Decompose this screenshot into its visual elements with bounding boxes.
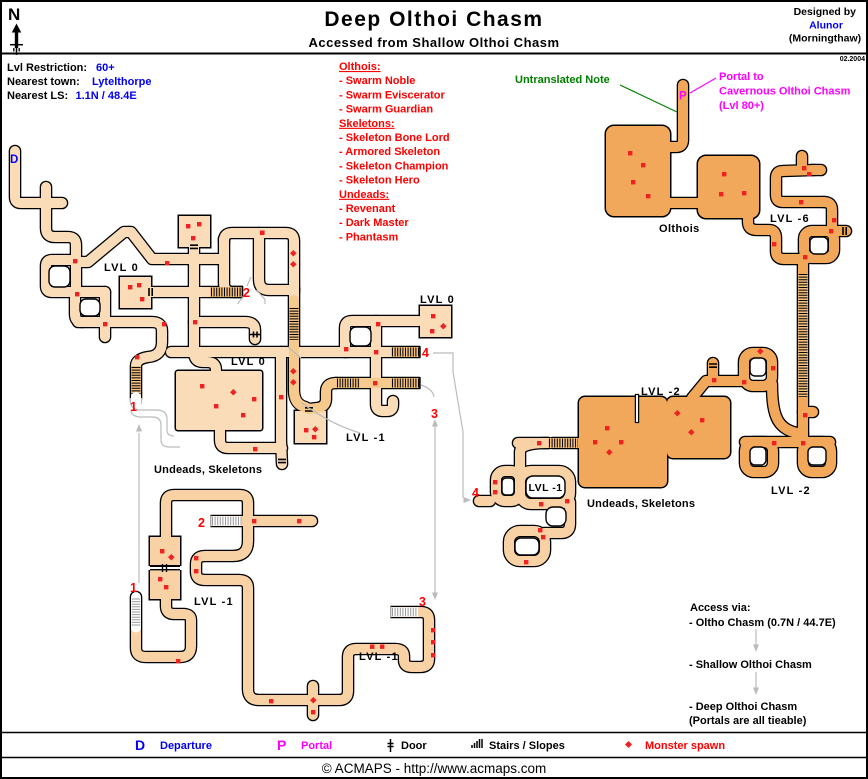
svg-text:D: D — [135, 737, 145, 753]
svg-text:Portal to: Portal to — [719, 71, 764, 83]
svg-text:Skeletons:: Skeletons: — [339, 118, 395, 130]
svg-text:1: 1 — [130, 581, 137, 595]
svg-text:2: 2 — [243, 286, 250, 300]
svg-text:Olthois:: Olthois: — [339, 61, 381, 73]
svg-text:(Portals are all tieable): (Portals are all tieable) — [689, 715, 807, 727]
svg-text:2: 2 — [198, 516, 205, 530]
svg-text:4: 4 — [472, 486, 479, 500]
svg-text:3: 3 — [431, 407, 438, 421]
svg-text:N: N — [8, 5, 20, 24]
svg-text:- Armored Skeleton: - Armored Skeleton — [339, 146, 440, 158]
svg-text:Undeads, Skeletons: Undeads, Skeletons — [154, 464, 262, 476]
svg-text:Alunor: Alunor — [809, 20, 843, 32]
svg-text:Monster spawn: Monster spawn — [645, 740, 725, 752]
svg-text:Cavernous Olthoi Chasm: Cavernous Olthoi Chasm — [719, 86, 851, 98]
svg-text:- Skeleton Champion: - Skeleton Champion — [339, 160, 449, 172]
svg-text:LVL -2: LVL -2 — [641, 386, 681, 398]
svg-text:LVL -2: LVL -2 — [771, 485, 811, 497]
svg-text:D: D — [10, 154, 18, 166]
svg-text:Accessed from Shallow Olthoi C: Accessed from Shallow Olthoi Chasm — [308, 35, 559, 50]
svg-text:4: 4 — [422, 346, 429, 360]
svg-text:1: 1 — [130, 400, 137, 414]
svg-text:Stairs / Slopes: Stairs / Slopes — [489, 740, 565, 752]
svg-text:Designed by: Designed by — [794, 6, 857, 18]
svg-text:LVL 0: LVL 0 — [104, 262, 139, 274]
svg-text:(Lvl 80+): (Lvl 80+) — [719, 100, 764, 112]
svg-text:LVL 0: LVL 0 — [420, 294, 455, 306]
svg-text:Lvl Restriction: 60+: Lvl Restriction: 60+ — [7, 62, 115, 74]
svg-text:LVL 0: LVL 0 — [231, 356, 266, 368]
svg-text:Access via:: Access via: — [690, 602, 751, 614]
svg-text:Undeads:: Undeads: — [339, 189, 389, 201]
svg-text:- Oltho Chasm (0.7N / 44.7E): - Oltho Chasm (0.7N / 44.7E) — [689, 617, 836, 629]
svg-text:LVL -1: LVL -1 — [359, 651, 399, 663]
svg-text:Deep Olthoi Chasm: Deep Olthoi Chasm — [324, 8, 543, 31]
svg-text:Door: Door — [401, 740, 427, 752]
svg-text:- Revenant: - Revenant — [339, 203, 396, 215]
svg-text:LVL -1: LVL -1 — [528, 482, 562, 494]
svg-text:(Morningthaw): (Morningthaw) — [789, 33, 861, 45]
svg-text:Olthois: Olthois — [659, 223, 700, 235]
svg-text:LVL -1: LVL -1 — [194, 596, 234, 608]
svg-text:LVL -6: LVL -6 — [770, 213, 810, 225]
svg-text:LVL -1: LVL -1 — [346, 432, 386, 444]
svg-text:© ACMAPS - http://www.acmaps.c: © ACMAPS - http://www.acmaps.com — [322, 761, 547, 776]
svg-text:- Swarm Guardian: - Swarm Guardian — [339, 104, 433, 116]
svg-text:- Dark Master: - Dark Master — [339, 217, 409, 229]
svg-text:Untranslated Note: Untranslated Note — [515, 74, 610, 86]
svg-text:Undeads, Skeletons: Undeads, Skeletons — [587, 498, 695, 510]
svg-text:Portal: Portal — [301, 740, 332, 752]
svg-text:- Deep Olthoi Chasm: - Deep Olthoi Chasm — [689, 701, 797, 713]
svg-text:- Swarm Eviscerator: - Swarm Eviscerator — [339, 89, 445, 101]
svg-text:- Skeleton Bone Lord: - Skeleton Bone Lord — [339, 132, 450, 144]
svg-text:02.2004: 02.2004 — [840, 56, 865, 63]
svg-text:- Skeleton Hero: - Skeleton Hero — [339, 175, 420, 187]
svg-text:Departure: Departure — [160, 740, 212, 752]
svg-text:P: P — [277, 737, 286, 753]
svg-text:Nearest town: Lytelthorpe: Nearest town: Lytelthorpe — [7, 76, 152, 88]
svg-text:- Swarm Noble: - Swarm Noble — [339, 75, 415, 87]
svg-text:3: 3 — [419, 595, 426, 609]
svg-text:P: P — [679, 91, 687, 103]
svg-text:- Shallow Olthoi Chasm: - Shallow Olthoi Chasm — [689, 659, 812, 671]
svg-text:- Phantasm: - Phantasm — [339, 231, 399, 243]
